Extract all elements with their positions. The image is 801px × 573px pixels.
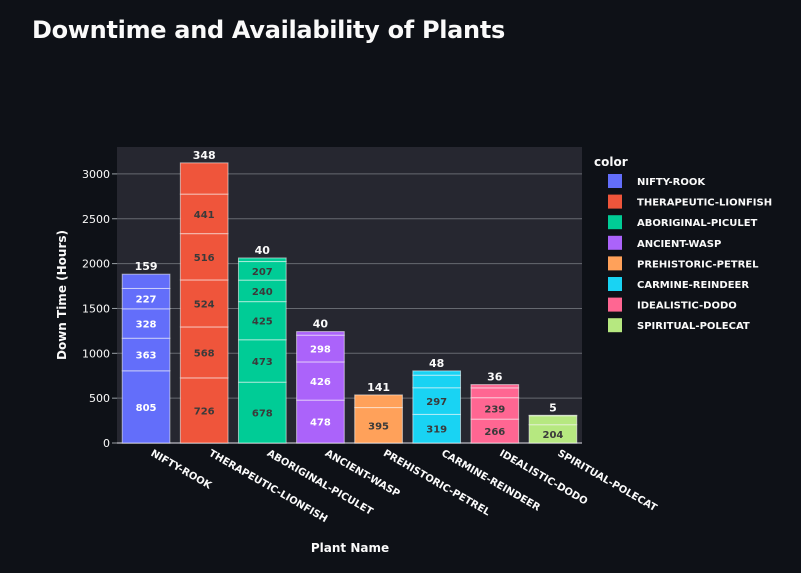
bar-segment-label: 227 [136, 295, 157, 306]
bar-segment-label: 204 [543, 430, 564, 441]
legend-label: NIFTY-ROOK [637, 177, 706, 188]
y-tick-label: 1000 [82, 347, 110, 360]
bar-top-label: 36 [487, 371, 503, 384]
bar-segment-label: 363 [136, 351, 157, 362]
bar-top-label: 5 [549, 401, 557, 414]
x-axis-ticks: NIFTY-ROOKTHERAPEUTIC-LIONFISHABORIGINAL… [149, 448, 659, 525]
bar-segment-label: 207 [252, 267, 273, 278]
bar-segment [296, 361, 345, 401]
legend-swatch [608, 256, 622, 271]
legend-swatch [608, 194, 622, 209]
x-tick-label: THERAPEUTIC-LIONFISH [207, 448, 329, 525]
bar-top-label: 40 [313, 318, 329, 331]
bar-segment [179, 162, 229, 195]
x-tick-label: ABORIGINAL-PICULET [265, 448, 375, 518]
bar-segment-label: 328 [136, 320, 157, 331]
bar-segment-label: 425 [252, 317, 273, 328]
legend-swatch [608, 174, 622, 188]
legend-swatch [608, 235, 622, 250]
bar-segment-label: 726 [194, 406, 215, 417]
bar-segment-label: 678 [252, 409, 273, 420]
y-tick-label: 2500 [82, 213, 110, 226]
y-axis-title: Down Time (Hours) [55, 230, 69, 360]
legend-label: CARMINE-REINDEER [637, 280, 749, 291]
bar-segment [470, 384, 520, 389]
bar-segment [470, 387, 520, 399]
x-tick-label: SPIRITUAL-POLECAT [555, 448, 658, 514]
y-tick-label: 2000 [82, 258, 110, 271]
bar-top-label: 40 [255, 244, 271, 257]
legend-label: ABORIGINAL-PICULET [637, 218, 758, 229]
legend-label: THERAPEUTIC-LIONFISH [637, 198, 772, 209]
bar-segment [179, 233, 229, 281]
legend-label: PREHISTORIC-PETREL [637, 259, 759, 270]
bar-segment-label: 298 [310, 345, 331, 356]
bar-top-label: 159 [135, 260, 158, 273]
x-tick-label: PREHISTORIC-PETREL [381, 448, 492, 519]
legend: NIFTY-ROOK THERAPEUTIC-LIONFISH ABORIGINAL… [608, 174, 772, 333]
legend-label: IDEALISTIC-DODO [637, 301, 737, 312]
bar-segment-label: 426 [310, 377, 331, 388]
bar-segment [412, 370, 462, 376]
y-axis-ticks: 0 500 1000 1500 2000 2500 3000 [82, 168, 117, 450]
bar-top-label: 348 [193, 149, 216, 162]
bar-segment [179, 279, 229, 328]
bar-top-label: 141 [367, 381, 390, 394]
legend-label: ANCIENT-WASP [637, 239, 721, 250]
bar-segment-label: 297 [426, 397, 447, 408]
bar-segment [528, 415, 578, 426]
x-tick-label: CARMINE-REINDEER [439, 448, 542, 514]
legend-title: color [594, 155, 628, 169]
bar-segment-label: 524 [194, 299, 215, 310]
bar-segment-label: 805 [136, 403, 157, 414]
bar-segment-label: 239 [484, 404, 505, 415]
bar-segment [412, 374, 462, 389]
bar-segment [354, 394, 403, 409]
bar-top-label: 48 [429, 357, 444, 370]
y-tick-label: 0 [103, 437, 110, 450]
bar-segment-label: 568 [194, 348, 215, 359]
bar-segment [121, 273, 171, 289]
bar-segment-label: 473 [252, 357, 273, 368]
bar-segment [237, 301, 287, 341]
bar-segment [179, 326, 229, 379]
y-tick-label: 3000 [82, 168, 110, 181]
bar-segment [237, 257, 287, 263]
legend-swatch [608, 215, 622, 230]
x-tick-label: NIFTY-ROOK [149, 448, 215, 492]
bar-segment-label: 395 [368, 421, 389, 432]
x-axis-title: Plant Name [311, 541, 389, 555]
bar-segment-label: 266 [484, 427, 505, 438]
bar-segment [121, 370, 171, 444]
bars-group: 805 363 328 227 159 726 568 524 516 441 348 678 473 4… [121, 149, 578, 444]
bar-segment [412, 413, 462, 444]
bar-segment-label: 319 [426, 425, 447, 436]
bar-segment [237, 339, 287, 383]
legend-label: SPIRITUAL-POLECAT [637, 321, 750, 332]
y-tick-label: 500 [89, 392, 110, 405]
bar-segment-label: 516 [194, 253, 215, 264]
legend-swatch [608, 297, 622, 312]
legend-swatch [608, 318, 622, 333]
legend-swatch [608, 277, 622, 291]
chart-title: Downtime and Availability of Plants [32, 16, 506, 44]
bar-segment [296, 399, 345, 444]
bar-segment [296, 331, 345, 336]
bar-segment-label: 478 [310, 418, 331, 429]
bar-segment-label: 441 [194, 210, 215, 221]
bar-segment-label: 240 [252, 287, 273, 298]
y-tick-label: 1500 [82, 302, 110, 315]
